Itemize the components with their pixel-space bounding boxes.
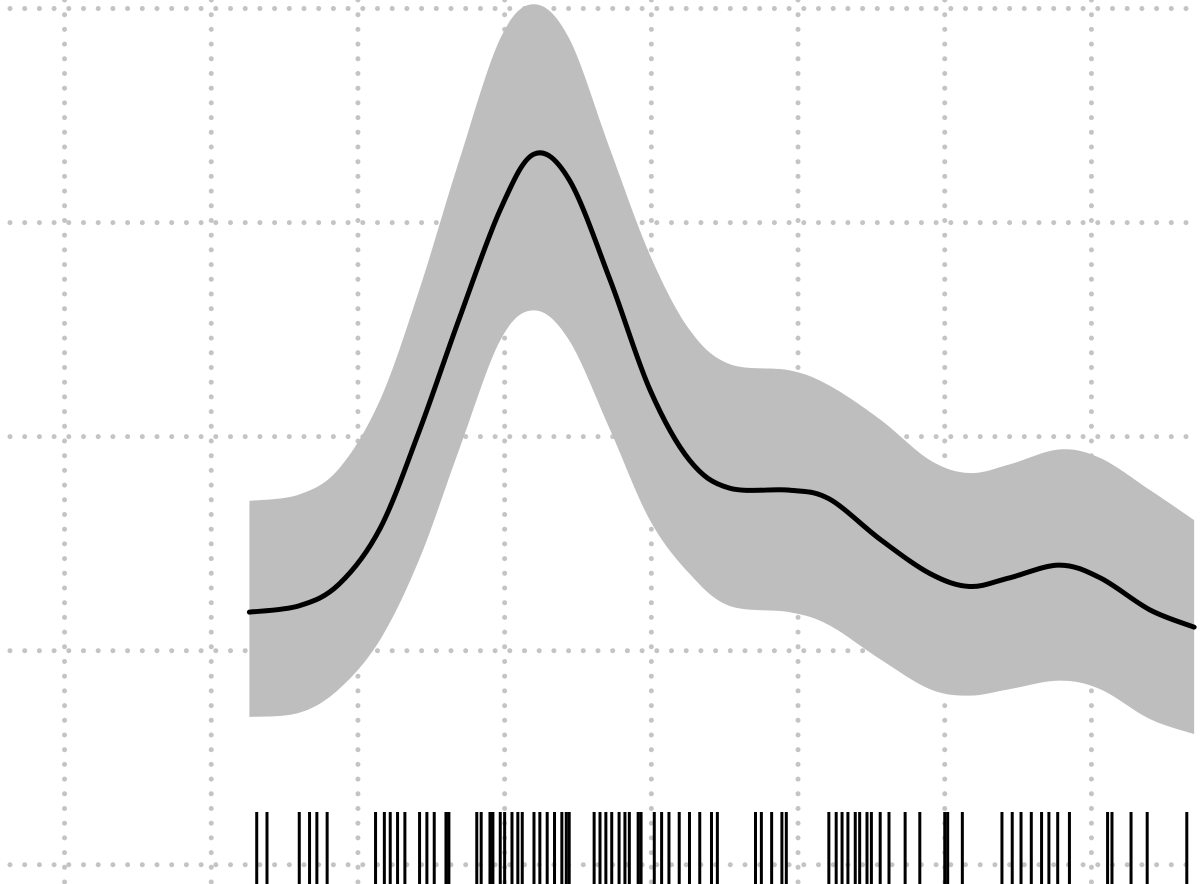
confidence-band	[249, 4, 1195, 735]
density-line	[246, 150, 1197, 630]
